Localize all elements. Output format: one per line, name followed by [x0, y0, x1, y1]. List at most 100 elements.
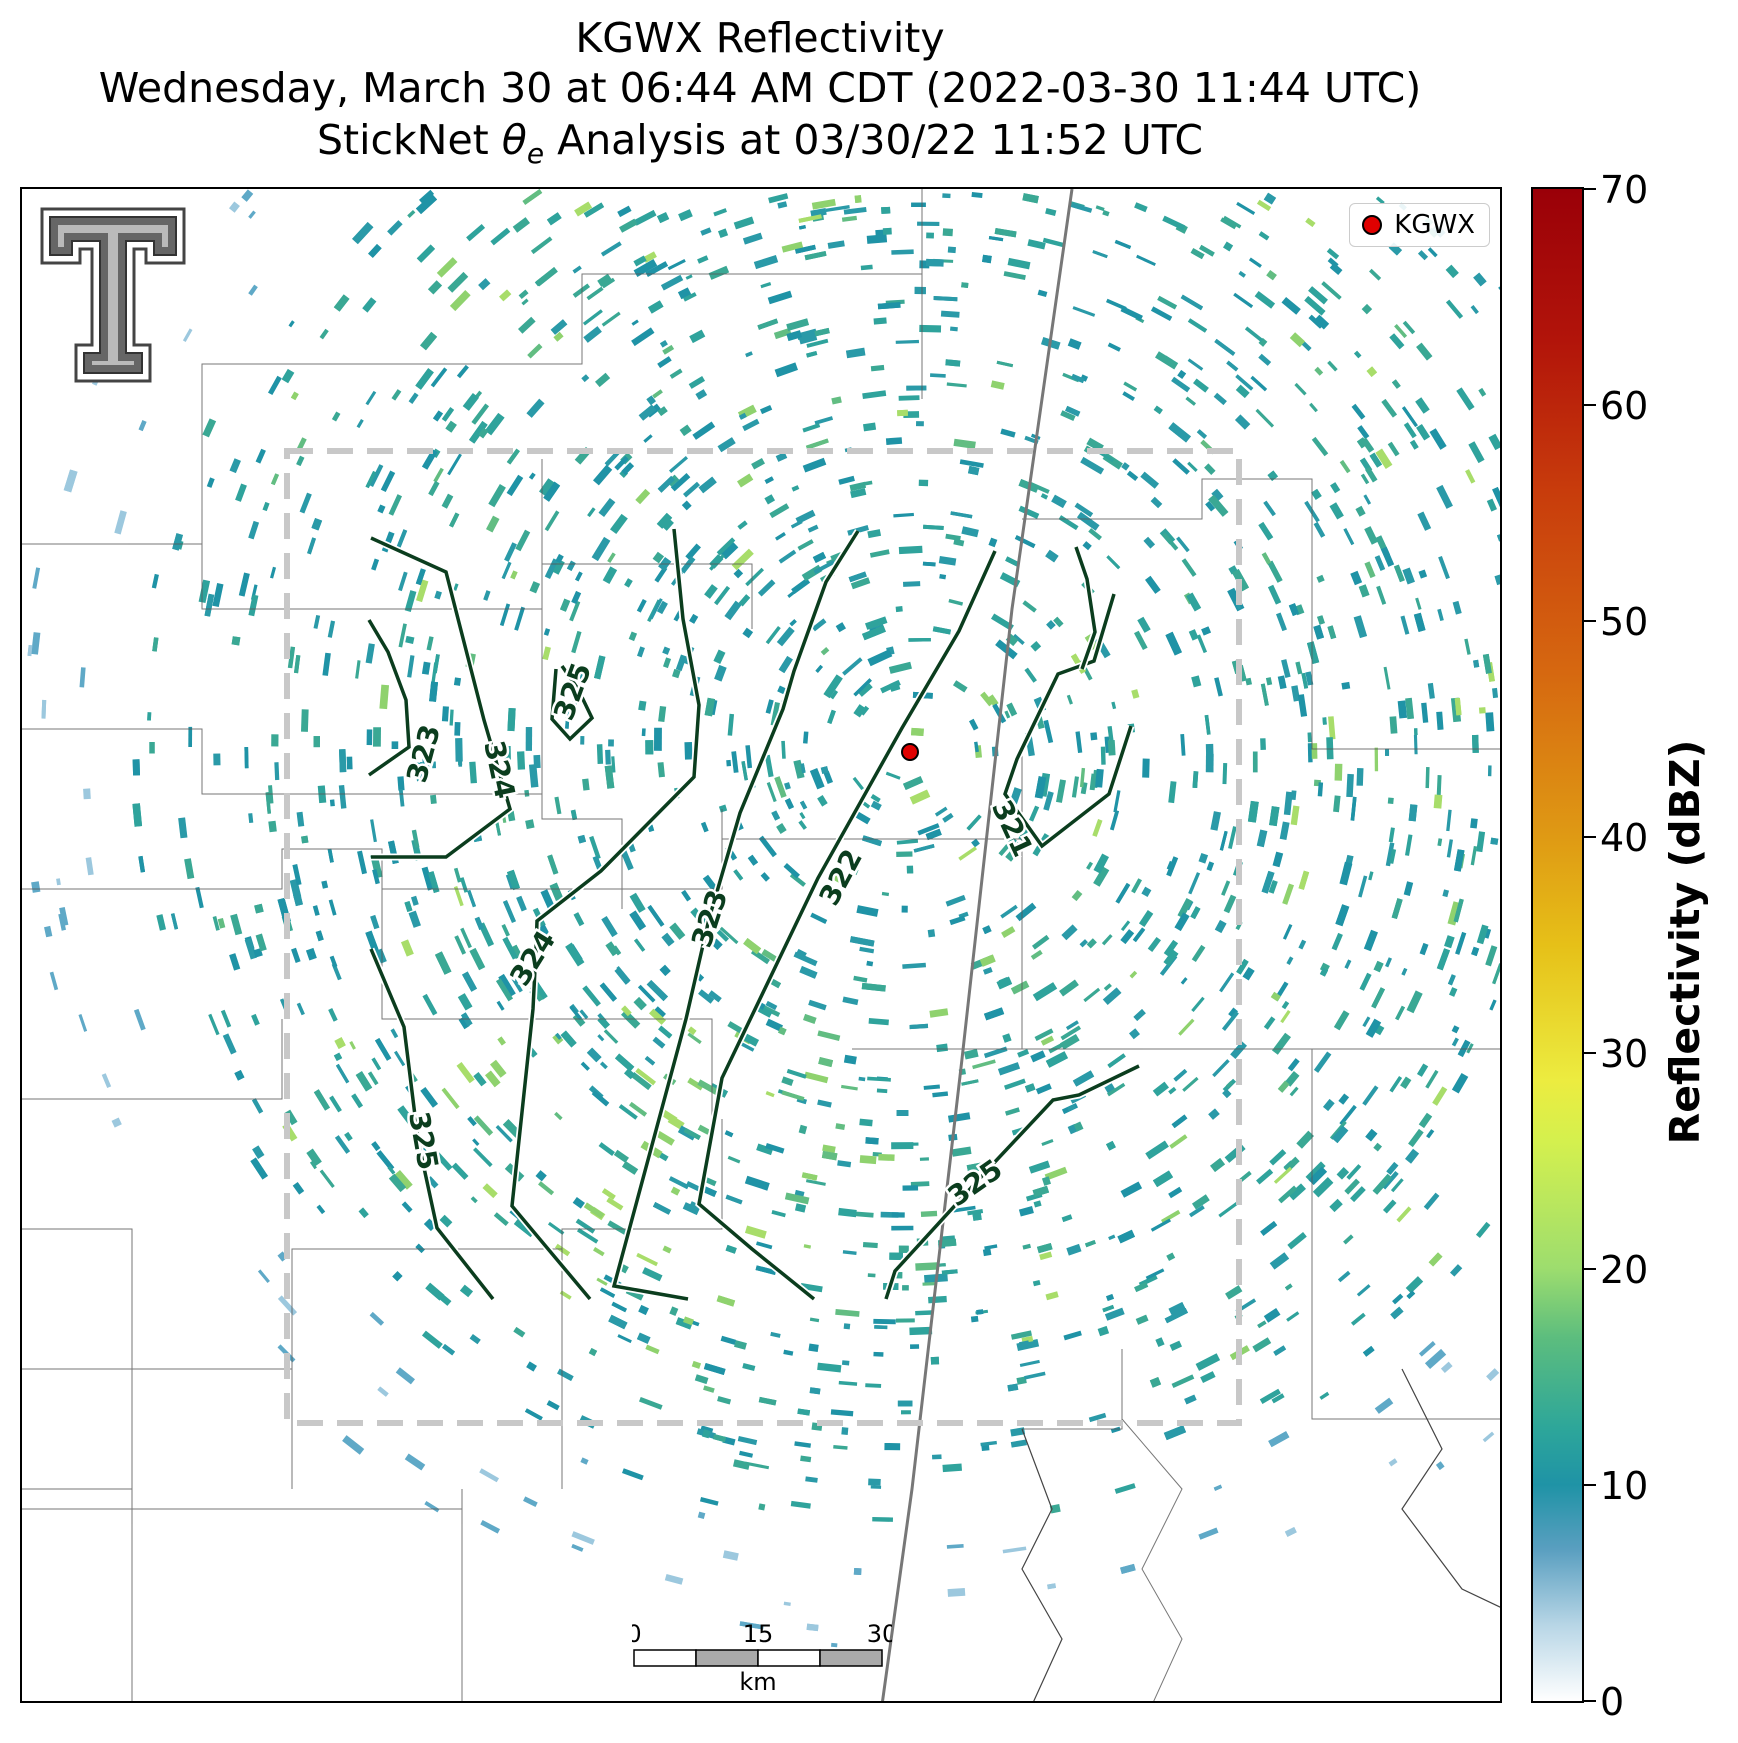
echo-pixel: [636, 598, 647, 613]
echo-pixel: [522, 189, 543, 205]
echo-pixel: [601, 915, 618, 938]
echo-pixel: [78, 1013, 88, 1032]
echo-pixel: [376, 1150, 395, 1171]
echo-pixel: [1187, 461, 1198, 472]
echo-pixel: [517, 316, 536, 334]
echo-pixel: [945, 894, 966, 907]
echo-pixel: [919, 1157, 929, 1161]
echo-pixel: [690, 907, 708, 927]
echo-pixel: [864, 616, 888, 630]
echo-pixel: [1374, 555, 1386, 571]
echo-pixel: [1470, 845, 1478, 866]
echo-pixel: [1218, 1201, 1239, 1218]
echo-pixel: [1024, 667, 1037, 683]
echo-pixel: [818, 1057, 834, 1068]
echo-pixel: [1208, 1108, 1220, 1120]
echo-pixel: [1132, 927, 1146, 943]
echo-pixel: [254, 903, 264, 914]
echo-pixel: [720, 542, 739, 560]
echo-pixel: [1414, 728, 1418, 736]
echo-pixel: [546, 1400, 560, 1411]
echo-pixel: [147, 712, 152, 721]
echo-pixel: [1086, 938, 1097, 949]
echo-pixel: [1192, 771, 1199, 789]
echo-pixel: [334, 1037, 346, 1049]
echo-pixel: [1206, 861, 1215, 872]
echo-pixel: [1190, 248, 1205, 260]
echo-pixel: [1000, 428, 1016, 438]
echo-pixel: [958, 846, 977, 861]
echo-pixel: [902, 776, 924, 791]
echo-pixel: [793, 759, 805, 779]
echo-pixel: [938, 556, 957, 566]
echo-pixel: [1155, 1337, 1165, 1348]
echo-pixel: [667, 259, 686, 271]
echo-pixel: [755, 1241, 773, 1250]
echo-pixel: [794, 1203, 807, 1213]
echo-pixel: [841, 1427, 849, 1435]
echo-pixel: [1408, 1128, 1424, 1148]
echo-pixel: [806, 338, 829, 348]
echo-pixel: [1429, 428, 1447, 450]
echo-pixel: [1358, 584, 1370, 598]
echo-pixel: [885, 771, 901, 780]
echo-pixel: [902, 1285, 909, 1291]
echo-pixel: [1447, 974, 1456, 986]
echo-pixel: [1418, 1341, 1436, 1357]
echo-pixel: [1056, 779, 1066, 803]
echo-pixel: [1214, 919, 1227, 934]
echo-pixel: [725, 1194, 743, 1205]
echo-pixel: [597, 1034, 605, 1042]
echo-pixel: [1226, 360, 1239, 372]
echo-pixel: [1273, 1345, 1287, 1356]
echo-pixel: [1010, 1330, 1032, 1340]
echo-pixel: [156, 914, 167, 931]
echo-pixel: [546, 212, 562, 226]
echo-pixel: [606, 1197, 624, 1211]
echo-pixel: [457, 751, 463, 767]
echo-pixel: [560, 1030, 577, 1048]
echo-pixel: [79, 667, 86, 688]
echo-pixel: [689, 329, 706, 344]
echo-pixel: [980, 1440, 997, 1447]
echo-pixel: [643, 434, 653, 443]
echo-pixel: [415, 1243, 425, 1253]
echo-pixel: [1236, 958, 1249, 975]
echo-pixel: [395, 1367, 415, 1385]
echo-pixel: [362, 297, 377, 313]
echo-pixel: [832, 873, 843, 884]
echo-pixel: [771, 1210, 786, 1218]
echo-pixel: [882, 227, 892, 235]
echo-pixel: [685, 543, 701, 561]
state-boundaries: [1021, 1368, 1500, 1701]
echo-pixel: [867, 649, 893, 667]
echo-pixel: [333, 1052, 343, 1062]
echo-pixel: [415, 762, 424, 782]
echo-pixel: [725, 1244, 737, 1254]
echo-pixel: [1368, 871, 1374, 881]
echo-pixel: [523, 1496, 538, 1508]
echo-pixel: [1415, 397, 1430, 414]
echo-pixel: [906, 865, 914, 874]
echo-pixel: [597, 1016, 610, 1029]
echo-pixel: [642, 251, 657, 263]
echo-pixel: [672, 668, 681, 679]
echo-pixel: [683, 481, 701, 498]
echo-pixel: [959, 459, 984, 468]
echo-pixel: [1308, 286, 1328, 305]
echo-pixel: [1076, 511, 1100, 531]
echo-pixel: [569, 600, 581, 622]
echo-pixel: [1120, 1563, 1136, 1575]
echo-pixel: [63, 469, 78, 493]
echo-pixel: [945, 359, 961, 367]
echo-pixel: [1213, 392, 1227, 406]
echo-pixel: [571, 1544, 584, 1552]
echo-pixel: [132, 759, 140, 776]
echo-pixel: [893, 512, 914, 518]
echo-pixel: [719, 926, 739, 945]
echo-pixel: [1313, 624, 1325, 640]
theta-e-contour-line: [697, 550, 997, 1301]
echo-pixel: [484, 412, 505, 436]
echo-pixel: [1333, 1010, 1350, 1031]
